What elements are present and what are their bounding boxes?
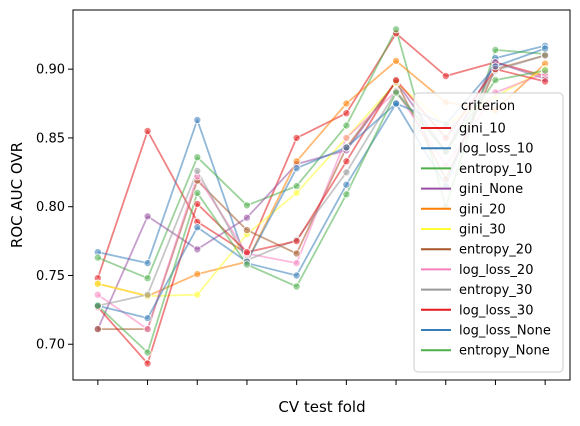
series-point-gini_20 [392, 56, 401, 65]
series-point-gini_None [193, 245, 202, 254]
series-point-gini_20 [193, 270, 202, 279]
series-point-log_loss_30 [143, 359, 152, 368]
series-point-entropy_None [93, 301, 102, 310]
series-point-entropy_None [392, 88, 401, 97]
series-point-log_loss_20 [342, 133, 351, 142]
series-point-entropy_20 [242, 226, 251, 235]
series-point-log_loss_10 [342, 180, 351, 189]
series-point-gini_None [143, 212, 152, 221]
series-point-entropy_None [342, 190, 351, 199]
series-point-entropy_20 [93, 325, 102, 334]
legend-label-log_loss_30: log_loss_30 [459, 303, 533, 318]
plot-frame [72, 9, 571, 381]
y-axis: 0.70 0.75 0.80 0.85 0.90 [36, 63, 73, 353]
legend: criterion gini_10log_loss_10entropy_10gi… [413, 92, 564, 373]
series-point-log_loss_30 [292, 237, 301, 246]
legend-label-gini_20: gini_20 [459, 202, 506, 217]
y-tick-label: 0.90 [36, 63, 65, 78]
legend-items: gini_10 log_loss_10 entropy_10 gini_Nonegin… [421, 122, 551, 359]
series-point-entropy_10 [342, 121, 351, 130]
series-point-log_loss_None [541, 44, 550, 53]
series-point-entropy_30 [143, 290, 152, 299]
series-point-entropy_None [491, 76, 500, 85]
series-point-log_loss_30 [193, 199, 202, 208]
legend-label-gini_None: gini_None [459, 182, 523, 197]
legend-label-log_loss_20: log_loss_20 [459, 263, 533, 278]
series-point-entropy_10 [242, 201, 251, 210]
series-point-entropy_10 [143, 274, 152, 283]
series-point-log_loss_20 [292, 259, 301, 268]
series-point-log_loss_30 [342, 157, 351, 166]
series-point-entropy_None [292, 282, 301, 291]
series-point-gini_10 [143, 127, 152, 136]
series-point-gini_30 [193, 290, 202, 299]
legend-label-entropy_None: entropy_None [459, 344, 550, 359]
series-point-entropy_20 [292, 249, 301, 258]
series-point-entropy_10 [292, 182, 301, 191]
y-tick-label: 0.85 [36, 131, 65, 146]
legend-label-entropy_20: entropy_20 [459, 243, 532, 258]
series-line-gini_10 [96, 32, 546, 279]
series-point-entropy_None [193, 188, 202, 197]
y-axis-label: ROC AUC OVR [8, 142, 26, 248]
series-point-gini_10 [441, 72, 450, 81]
x-axis [97, 380, 546, 385]
series-point-gini_20 [292, 157, 301, 166]
series-point-entropy_30 [342, 168, 351, 177]
series-point-entropy_None [242, 260, 251, 269]
series-point-log_loss_None [342, 143, 351, 152]
series-point-log_loss_None [292, 164, 301, 173]
series-point-gini_20 [342, 99, 351, 108]
series-point-gini_30 [93, 279, 102, 288]
y-tick-label: 0.80 [36, 200, 65, 215]
legend-label-log_loss_None: log_loss_None [459, 324, 551, 339]
series-point-entropy_None [143, 348, 152, 357]
series-point-log_loss_10 [292, 271, 301, 280]
series-point-log_loss_None [193, 223, 202, 232]
y-tick-label: 0.70 [36, 338, 65, 353]
series-point-log_loss_30 [541, 77, 550, 86]
series-point-log_loss_30 [242, 248, 251, 257]
series-point-entropy_10 [491, 45, 500, 54]
series-point-log_loss_10 [193, 116, 202, 125]
series-point-entropy_10 [93, 253, 102, 262]
series-point-gini_10 [342, 109, 351, 118]
legend-label-entropy_30: entropy_30 [459, 283, 532, 298]
series-point-log_loss_20 [93, 290, 102, 299]
x-axis-label: CV test fold [278, 398, 365, 416]
series-point-entropy_10 [193, 153, 202, 162]
legend-label-gini_30: gini_30 [459, 223, 506, 238]
series-point-log_loss_None [143, 314, 152, 323]
series-point-entropy_10 [392, 25, 401, 34]
plot-markers [93, 25, 550, 368]
series-point-log_loss_30 [392, 76, 401, 85]
series-point-log_loss_10 [143, 259, 152, 268]
series-point-gini_10 [292, 133, 301, 142]
legend-title: criterion [461, 99, 515, 114]
series-point-gini_30 [292, 188, 301, 197]
series-point-entropy_30 [193, 166, 202, 175]
legend-box [413, 92, 564, 373]
series-point-log_loss_None [392, 99, 401, 108]
series-point-entropy_30 [541, 51, 550, 60]
legend-label-log_loss_10: log_loss_10 [459, 142, 533, 157]
legend-label-gini_10: gini_10 [459, 122, 506, 137]
y-tick-label: 0.75 [36, 269, 65, 284]
series-point-log_loss_20 [143, 325, 152, 334]
legend-label-entropy_10: entropy_10 [459, 162, 532, 177]
series-point-gini_None [242, 213, 251, 222]
series-point-log_loss_None [491, 62, 500, 71]
series-point-entropy_None [541, 66, 550, 75]
